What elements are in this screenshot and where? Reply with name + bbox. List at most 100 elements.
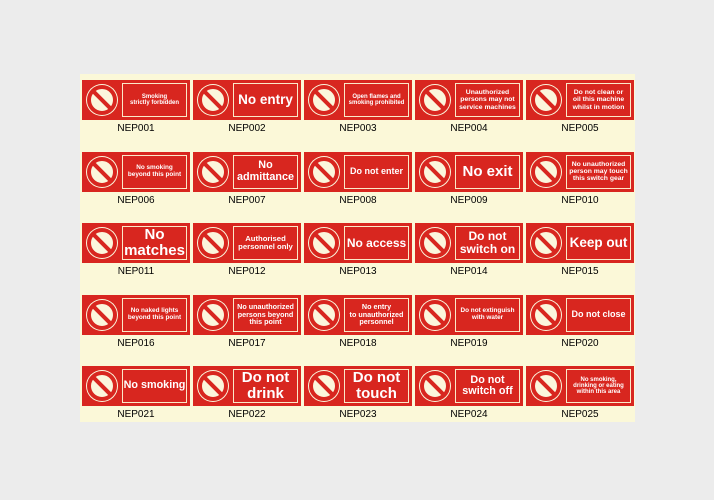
sign-line: switch off [462,385,513,397]
sign: Do not touch [304,366,412,406]
sign: No access [304,223,412,263]
sign-code: NEP015 [561,266,599,277]
sign-line: to unauthorized [349,309,404,319]
sign: No naked lights beyond this point [82,294,190,335]
sign-line: No [258,159,273,172]
sign: Do not drink [193,366,301,406]
sign: No smoking, drinking or eating within this… [526,366,634,406]
sign-line: admittance [237,170,294,183]
sign-line: personnel only [238,242,293,251]
sign: Do not close [526,294,634,335]
sign-line: this switch gear [572,175,625,183]
sign-text: No unauthorized persons beyond this point [233,297,298,332]
sign-line: No smoking [136,163,173,171]
sign-code: NEP018 [339,337,377,349]
sign: Unauthorized persons may not service machi… [415,80,523,120]
sign: No unauthorized person may touch this swit… [526,151,634,192]
prohibition-icon [197,84,229,116]
sign-line: Smoking [141,93,168,100]
prohibition-icon [530,227,562,259]
sign-code: NEP023 [339,409,377,420]
prohibition-icon [419,155,451,188]
prohibition-icon [197,370,229,402]
sign-code: NEP022 [228,409,266,420]
sign-code: NEP004 [450,123,488,134]
sign-text: No admittance [233,154,298,189]
sign-line: No entry [361,302,392,312]
sign-code: NEP002 [228,123,266,134]
prohibition-icon [308,298,340,331]
sign-text: Do not touch [344,369,409,403]
sign-text: Do not enter [344,154,409,189]
sign-code: NEP005 [561,123,599,134]
sign-line: smoking prohibited [348,100,405,106]
sign-text: No smoking beyond this point [122,154,187,189]
sign-text: Do not extinguish with water [455,297,520,332]
prohibition-icon [86,298,118,331]
sign: No unauthorized persons beyond this point [193,294,301,335]
sign-line: drink [247,385,284,402]
sign-line: oil this machine [572,96,625,104]
sign-code: NEP007 [228,194,266,206]
sign: Authorised personnel only [193,223,301,263]
sign-line: person may touch [569,167,628,175]
sign: Smoking strictly forbidden [82,80,190,120]
sign-line: Unauthorized [465,89,510,97]
sign: No entry [193,80,301,120]
sign: Do not switch off [415,366,523,406]
sign-text: No matches [122,226,187,260]
sign-line: Do not enter [350,165,403,176]
sign: No exit [415,151,523,192]
sign: Do not clean or oil this machine whilst in… [526,80,634,120]
sign-line: Do not [241,369,290,387]
sign-line: No unauthorized [237,302,294,312]
sign-code: NEP013 [339,266,377,277]
sign-code: NEP012 [228,266,266,277]
sign-line: persons may not [460,96,515,104]
prohibition-icon [308,84,340,116]
sign-text: Unauthorized persons may not service machi… [455,83,520,117]
sign-line: personnel [359,317,394,327]
sign-line: No smoking, [580,376,617,383]
prohibition-icon [197,298,229,331]
sign-line: No access [346,235,407,250]
prohibition-icon [419,84,451,116]
sign-line: switch on [459,242,516,256]
sign-text: No smoking, drinking or eating within this… [566,369,631,403]
prohibition-icon [530,370,562,402]
sign-code: NEP003 [339,123,377,134]
sign-text: No naked lights beyond this point [122,297,187,332]
sign-code: NEP024 [450,409,488,420]
sign-line: No smoking [123,379,186,392]
sign-text: No unauthorized person may touch this swit… [566,154,631,189]
prohibition-icon [197,227,229,259]
prohibition-icon [308,155,340,188]
sign-line: Authorised [245,233,286,243]
sign-code: NEP009 [450,194,488,206]
prohibition-icon [419,298,451,331]
prohibition-icon [86,155,118,188]
sign: No entry to unauthorized personnel [304,294,412,335]
sign-text: No smoking [122,369,187,403]
sign-code: NEP006 [117,194,155,206]
prohibition-icon [308,370,340,402]
sign-line: Do not clean or [573,89,624,97]
prohibition-icon [86,84,118,116]
sign-line: this point [249,317,282,327]
sign-line: beyond this point [127,170,182,178]
prohibition-icon [308,227,340,259]
prohibition-icon [86,370,118,402]
sign-text: No access [344,226,409,260]
sign-text: Do not switch off [455,369,520,403]
sign-text: Open flames and smoking prohibited [344,83,409,117]
sign-text: No entry to unauthorized personnel [344,297,409,332]
prohibition-icon [197,155,229,188]
sign-line: Do not close [571,308,626,319]
sign-text: Authorised personnel only [233,226,298,260]
sign-code: NEP010 [561,194,599,206]
sign: Do not enter [304,151,412,192]
sign-line: strictly forbidden [129,100,179,106]
sign-text: Keep out [566,226,631,260]
sign: Do not extinguish with water [415,294,523,335]
sign: Keep out [526,223,634,263]
